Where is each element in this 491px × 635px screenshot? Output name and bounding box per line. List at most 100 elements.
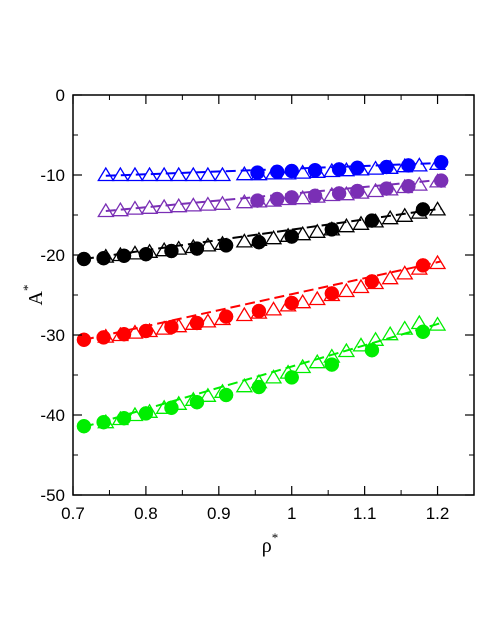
x-axis-label-superscript: * <box>272 530 279 545</box>
data-point-triangle <box>294 358 312 374</box>
data-point-triangle <box>264 301 283 316</box>
data-point-circle <box>284 370 299 385</box>
data-point-triangle <box>111 166 130 182</box>
data-point-triangle <box>381 209 399 225</box>
y-tick-label: -10 <box>40 166 65 185</box>
data-point-circle <box>76 332 92 348</box>
data-point-circle <box>164 400 179 416</box>
x-axis: 0.7 0.8 0.9 1 1.1 1.2 <box>61 95 449 523</box>
data-point-circle <box>138 406 154 421</box>
x-axis-label-text: ρ <box>262 535 272 557</box>
data-point-triangle <box>428 316 447 331</box>
data-point-circle <box>331 186 347 201</box>
data-point-triangle <box>396 320 414 335</box>
data-point-triangle <box>126 200 144 215</box>
data-point-circle <box>218 238 234 253</box>
data-point-triangle <box>140 166 159 182</box>
y-axis-label-text: A <box>25 290 47 305</box>
data-point-circle <box>324 357 340 372</box>
data-point-circle <box>251 303 267 319</box>
data-point-circle <box>251 234 267 250</box>
data-point-circle <box>364 213 380 228</box>
data-point-circle <box>116 248 132 264</box>
data-point-circle <box>401 178 416 194</box>
data-point-triangle <box>155 198 173 214</box>
data-point-circle <box>307 188 323 204</box>
data-point-circle <box>96 330 111 345</box>
data-point-circle <box>96 414 111 430</box>
data-point-triangle <box>235 165 253 181</box>
data-point-circle <box>164 319 179 335</box>
data-point-triangle <box>264 229 283 245</box>
data-point-triangle <box>308 353 326 369</box>
data-point-triangle <box>170 197 188 213</box>
data-point-circle <box>284 190 299 205</box>
data-point-triangle <box>140 199 159 214</box>
data-point-triangle <box>294 225 312 241</box>
data-point-circle <box>284 163 299 179</box>
data-point-triangle <box>352 215 370 230</box>
data-point-triangle <box>126 245 144 260</box>
y-tick-label: 0 <box>56 86 65 105</box>
x-tick-label: 0.8 <box>134 504 158 523</box>
data-point-triangle <box>199 313 217 328</box>
data-point-triangle <box>235 306 253 322</box>
data-point-circle <box>284 295 299 311</box>
data-point-circle <box>138 323 154 339</box>
data-point-triangle <box>352 278 370 294</box>
data-point-circle <box>269 191 285 207</box>
data-point-circle <box>250 165 265 180</box>
data-point-triangle <box>428 254 447 270</box>
data-point-triangle <box>199 166 217 182</box>
x-tick-label: 1 <box>287 504 296 523</box>
data-point-circle <box>379 181 394 196</box>
data-point-triangle <box>337 217 356 233</box>
y-tick-label: -50 <box>40 486 65 505</box>
data-point-circle <box>415 258 431 273</box>
data-point-circle <box>379 159 394 175</box>
data-point-triangle <box>264 369 283 384</box>
data-point-circle <box>250 193 265 208</box>
data-point-circle <box>364 274 380 289</box>
x-tick-label: 1.1 <box>353 504 377 523</box>
data-point-circle <box>218 387 234 403</box>
data-point-triangle <box>337 282 356 298</box>
data-point-triangle <box>428 201 447 216</box>
data-point-triangle <box>111 201 130 217</box>
data-point-triangle <box>235 233 253 248</box>
y-axis: -50 -40 -30 -20 -10 0 <box>40 86 474 505</box>
data-point-triangle <box>352 337 370 352</box>
data-point-circle <box>116 410 132 426</box>
data-point-circle <box>189 241 205 256</box>
data-point-triangle <box>396 207 414 222</box>
data-point-circle <box>433 173 449 188</box>
y-tick-label: -30 <box>40 326 65 345</box>
data-point-circle <box>189 394 205 410</box>
data-point-circle <box>331 162 347 177</box>
data-point-circle <box>116 326 132 342</box>
x-tick-label: 0.9 <box>207 504 231 523</box>
data-point-circle <box>401 158 416 173</box>
data-point-circle <box>218 309 234 324</box>
x-tick-label: 0.7 <box>61 504 85 523</box>
data-point-circle <box>269 164 285 180</box>
data-point-circle <box>415 324 431 340</box>
data-point-circle <box>415 202 431 217</box>
data-point-circle <box>189 315 205 331</box>
data-point-triangle <box>294 293 312 309</box>
data-point-triangle <box>381 269 399 285</box>
x-axis-label: ρ* <box>262 530 278 557</box>
data-point-triangle <box>184 166 202 182</box>
data-point-circle <box>364 342 380 358</box>
data-point-triangle <box>410 176 428 191</box>
data-marks <box>76 154 449 434</box>
data-point-triangle <box>199 237 217 252</box>
x-tick-label: 1.2 <box>426 504 450 523</box>
data-point-triangle <box>235 377 253 393</box>
y-axis-label: A* <box>20 285 47 306</box>
y-tick-label: -20 <box>40 246 65 265</box>
data-point-circle <box>164 243 179 259</box>
data-point-triangle <box>381 325 399 341</box>
